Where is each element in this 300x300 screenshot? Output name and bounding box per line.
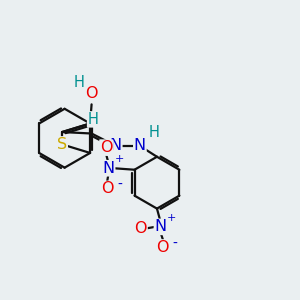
- Text: -: -: [173, 237, 178, 251]
- Text: O: O: [100, 140, 112, 155]
- Text: O: O: [134, 221, 147, 236]
- Text: N: N: [103, 161, 115, 176]
- Text: S: S: [57, 137, 67, 152]
- Text: N: N: [154, 219, 166, 234]
- Text: +: +: [167, 213, 176, 223]
- Text: O: O: [85, 86, 98, 101]
- Text: N: N: [134, 138, 146, 153]
- Text: H: H: [88, 112, 98, 127]
- Text: O: O: [101, 182, 113, 196]
- Text: N: N: [110, 138, 122, 153]
- Text: O: O: [157, 240, 169, 255]
- Text: H: H: [74, 75, 85, 90]
- Text: H: H: [148, 125, 159, 140]
- Text: -: -: [117, 178, 122, 192]
- Text: +: +: [115, 154, 124, 164]
